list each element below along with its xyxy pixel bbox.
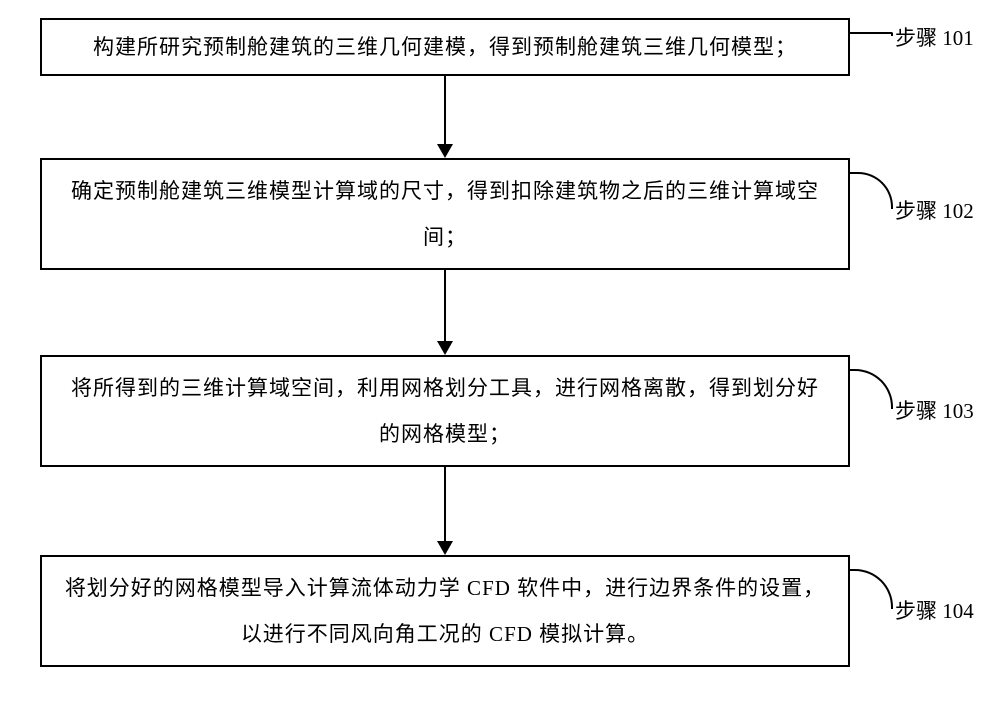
flow-step-label: 步骤 104	[895, 595, 974, 625]
flow-arrow-head	[437, 144, 453, 158]
flow-arrow-line	[444, 76, 446, 146]
flowchart-canvas: 构建所研究预制舱建筑的三维几何建模，得到预制舱建筑三维几何模型； 步骤 101 确定…	[0, 0, 1000, 703]
flow-arrow-line	[444, 467, 446, 543]
flow-step-text: 确定预制舱建筑三维模型计算域的尺寸，得到扣除建筑物之后的三维计算域空间；	[62, 168, 828, 260]
flow-step-text: 将划分好的网格模型导入计算流体动力学 CFD 软件中，进行边界条件的设置，以进行…	[62, 565, 828, 657]
label-connector	[850, 172, 893, 209]
flow-step-step104: 将划分好的网格模型导入计算流体动力学 CFD 软件中，进行边界条件的设置，以进行…	[40, 555, 850, 667]
flow-step-text: 将所得到的三维计算域空间，利用网格划分工具，进行网格离散，得到划分好的网格模型；	[62, 365, 828, 457]
flow-step-label: 步骤 102	[895, 195, 974, 225]
flow-arrow-line	[444, 270, 446, 343]
flow-step-label: 步骤 103	[895, 395, 974, 425]
label-connector	[850, 569, 893, 609]
flow-step-step101: 构建所研究预制舱建筑的三维几何建模，得到预制舱建筑三维几何模型；	[40, 18, 850, 76]
label-connector	[850, 369, 893, 409]
flow-step-label: 步骤 101	[895, 22, 974, 52]
flow-step-text: 构建所研究预制舱建筑的三维几何建模，得到预制舱建筑三维几何模型；	[93, 24, 797, 70]
flow-arrow-head	[437, 341, 453, 355]
flow-step-step103: 将所得到的三维计算域空间，利用网格划分工具，进行网格离散，得到划分好的网格模型；	[40, 355, 850, 467]
flow-arrow-head	[437, 541, 453, 555]
flow-step-step102: 确定预制舱建筑三维模型计算域的尺寸，得到扣除建筑物之后的三维计算域空间；	[40, 158, 850, 270]
label-connector	[850, 32, 893, 36]
